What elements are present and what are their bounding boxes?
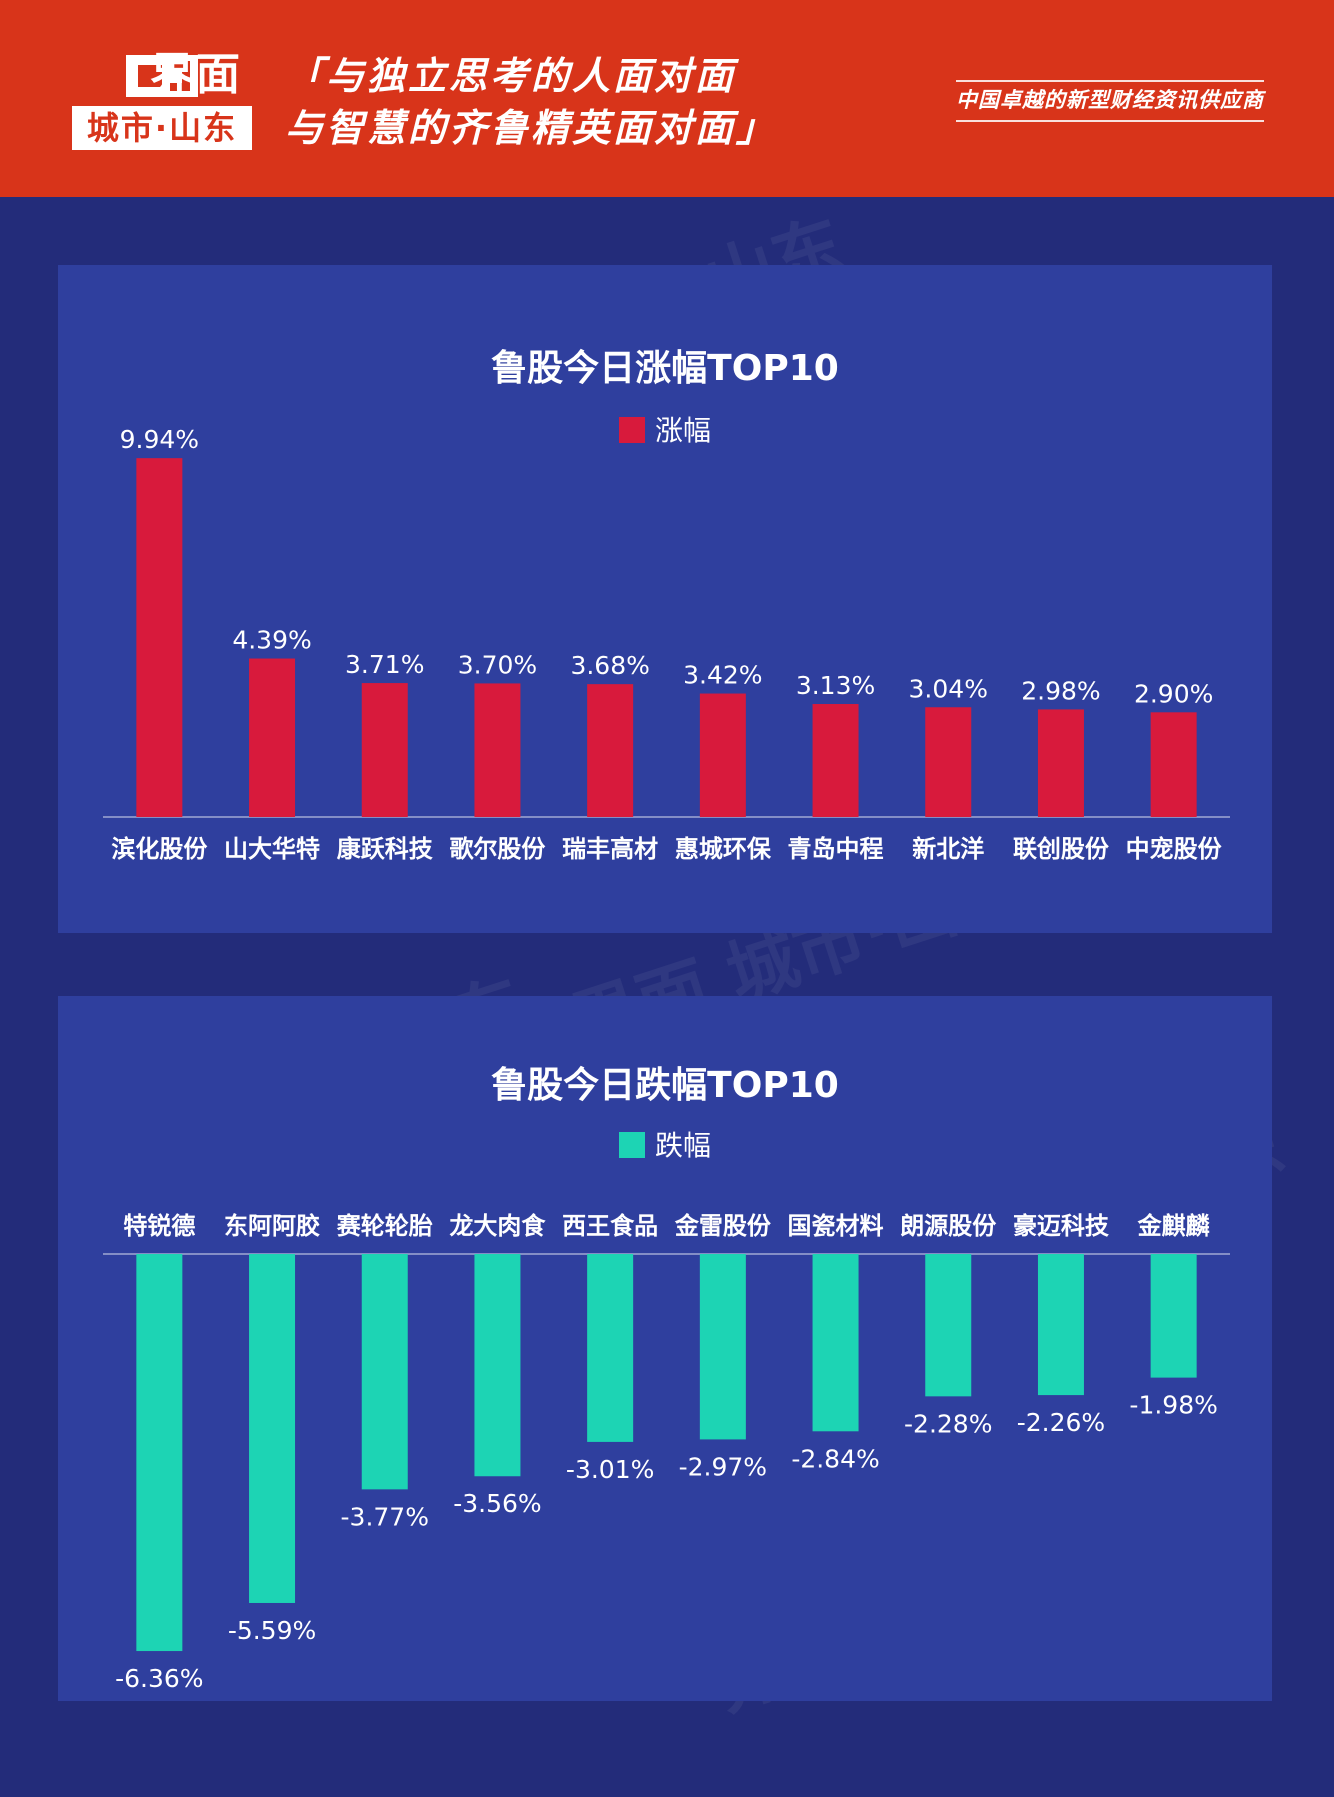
bar	[812, 704, 859, 817]
data-label: 3.13%	[796, 671, 875, 700]
slogan: 「与独立思考的人面对面 与智慧的齐鲁精英面对面」	[285, 50, 777, 154]
legend-label: 跌幅	[654, 1129, 711, 1162]
data-label: -5.59%	[228, 1616, 316, 1645]
category-label: 金雷股份	[674, 1212, 772, 1240]
bar	[136, 1254, 183, 1652]
category-label: 青岛中程	[788, 835, 884, 863]
legend-swatch	[618, 417, 645, 443]
data-label: 2.90%	[1134, 679, 1213, 708]
category-label: 东阿阿胶	[224, 1212, 320, 1240]
bar	[1037, 709, 1084, 817]
data-label: -2.28%	[904, 1409, 992, 1438]
data-label: -1.98%	[1129, 1391, 1217, 1420]
data-label: -3.01%	[566, 1455, 654, 1484]
category-label: 惠城环保	[675, 835, 772, 863]
rise-chart-panel: 鲁股今日涨幅TOP10 涨幅 9.94% 滨化股份 4.39% 山大华特 3.71% 康跃…	[58, 265, 1272, 933]
logo-title: 界面	[150, 49, 242, 100]
rise-bar-chart: 9.94% 滨化股份 4.39% 山大华特 3.71% 康跃科技 3.70% 歌尔股份 3.68…	[103, 425, 1230, 863]
bar	[361, 683, 408, 817]
bar	[587, 684, 634, 817]
category-label: 山大华特	[224, 835, 320, 863]
bar	[474, 1254, 521, 1477]
bar	[136, 458, 183, 817]
fall-chart-panel: 鲁股今日跌幅TOP10 跌幅 -6.36% 特锐德 -5.59% 东阿阿胶 -3.77%…	[58, 996, 1272, 1701]
data-label: 3.68%	[570, 651, 649, 680]
data-label: 2.98%	[1021, 676, 1100, 705]
data-label: 3.42%	[683, 661, 762, 690]
category-label: 豪迈科技	[1013, 1212, 1110, 1240]
data-label: 3.71%	[345, 650, 424, 679]
bar	[249, 1254, 296, 1603]
bar	[361, 1254, 408, 1490]
category-label: 滨化股份	[111, 835, 208, 863]
bar	[925, 707, 972, 817]
data-label: -2.97%	[679, 1452, 767, 1481]
legend-swatch	[618, 1132, 645, 1158]
category-label: 瑞丰高材	[562, 835, 658, 863]
data-label: -2.26%	[1017, 1408, 1105, 1437]
data-label: 3.04%	[909, 674, 988, 703]
data-label: -2.84%	[791, 1444, 879, 1473]
bar	[474, 683, 521, 817]
logo-subtitle: 城市·山东	[72, 106, 252, 150]
header-banner: 界面 城市·山东 「与独立思考的人面对面 与智慧的齐鲁精英面对面」 中国卓越的新…	[0, 0, 1334, 197]
category-label: 新北洋	[912, 835, 984, 863]
category-label: 国瓷材料	[788, 1212, 884, 1240]
category-label: 联创股份	[1013, 835, 1110, 863]
bar	[812, 1254, 859, 1432]
data-label: -3.56%	[453, 1489, 541, 1518]
tagline: 中国卓越的新型财经资讯供应商	[956, 80, 1264, 122]
category-label: 歌尔股份	[449, 835, 546, 863]
data-label: -6.36%	[115, 1664, 203, 1693]
data-label: 9.94%	[120, 425, 199, 454]
legend-label: 涨幅	[654, 414, 711, 447]
bar	[587, 1254, 634, 1442]
bar	[1150, 1254, 1197, 1378]
slogan-line-1: 「与独立思考的人面对面	[285, 54, 737, 98]
chart-legend: 跌幅	[58, 1124, 1272, 1164]
bar	[925, 1254, 972, 1397]
slogan-line-2: 与智慧的齐鲁精英面对面」	[285, 106, 778, 150]
data-label: 4.39%	[232, 626, 311, 655]
bar	[699, 693, 746, 817]
category-label: 朗源股份	[900, 1212, 997, 1240]
category-label: 康跃科技	[337, 835, 434, 863]
bar	[249, 658, 296, 817]
logo-mark-icon	[126, 55, 198, 97]
logo: 界面 城市·山东	[72, 51, 252, 151]
fall-bar-chart: -6.36% 特锐德 -5.59% 东阿阿胶 -3.77% 赛轮轮胎 -3.56% 龙大肉食 -…	[103, 1212, 1230, 1693]
bar	[1150, 712, 1197, 817]
category-label: 金麒麟	[1137, 1212, 1210, 1240]
chart-title: 鲁股今日涨幅TOP10	[491, 348, 839, 389]
data-label: -3.77%	[341, 1502, 429, 1531]
chart-legend: 涨幅	[58, 409, 1272, 449]
bar	[1037, 1254, 1084, 1396]
category-label: 赛轮轮胎	[336, 1212, 433, 1240]
category-label: 龙大肉食	[449, 1212, 546, 1240]
category-label: 西王食品	[562, 1212, 658, 1240]
category-label: 中宠股份	[1126, 835, 1223, 863]
chart-title: 鲁股今日跌幅TOP10	[491, 1065, 839, 1106]
category-label: 特锐德	[123, 1212, 195, 1240]
bar	[699, 1254, 746, 1440]
data-label: 3.70%	[458, 650, 537, 679]
